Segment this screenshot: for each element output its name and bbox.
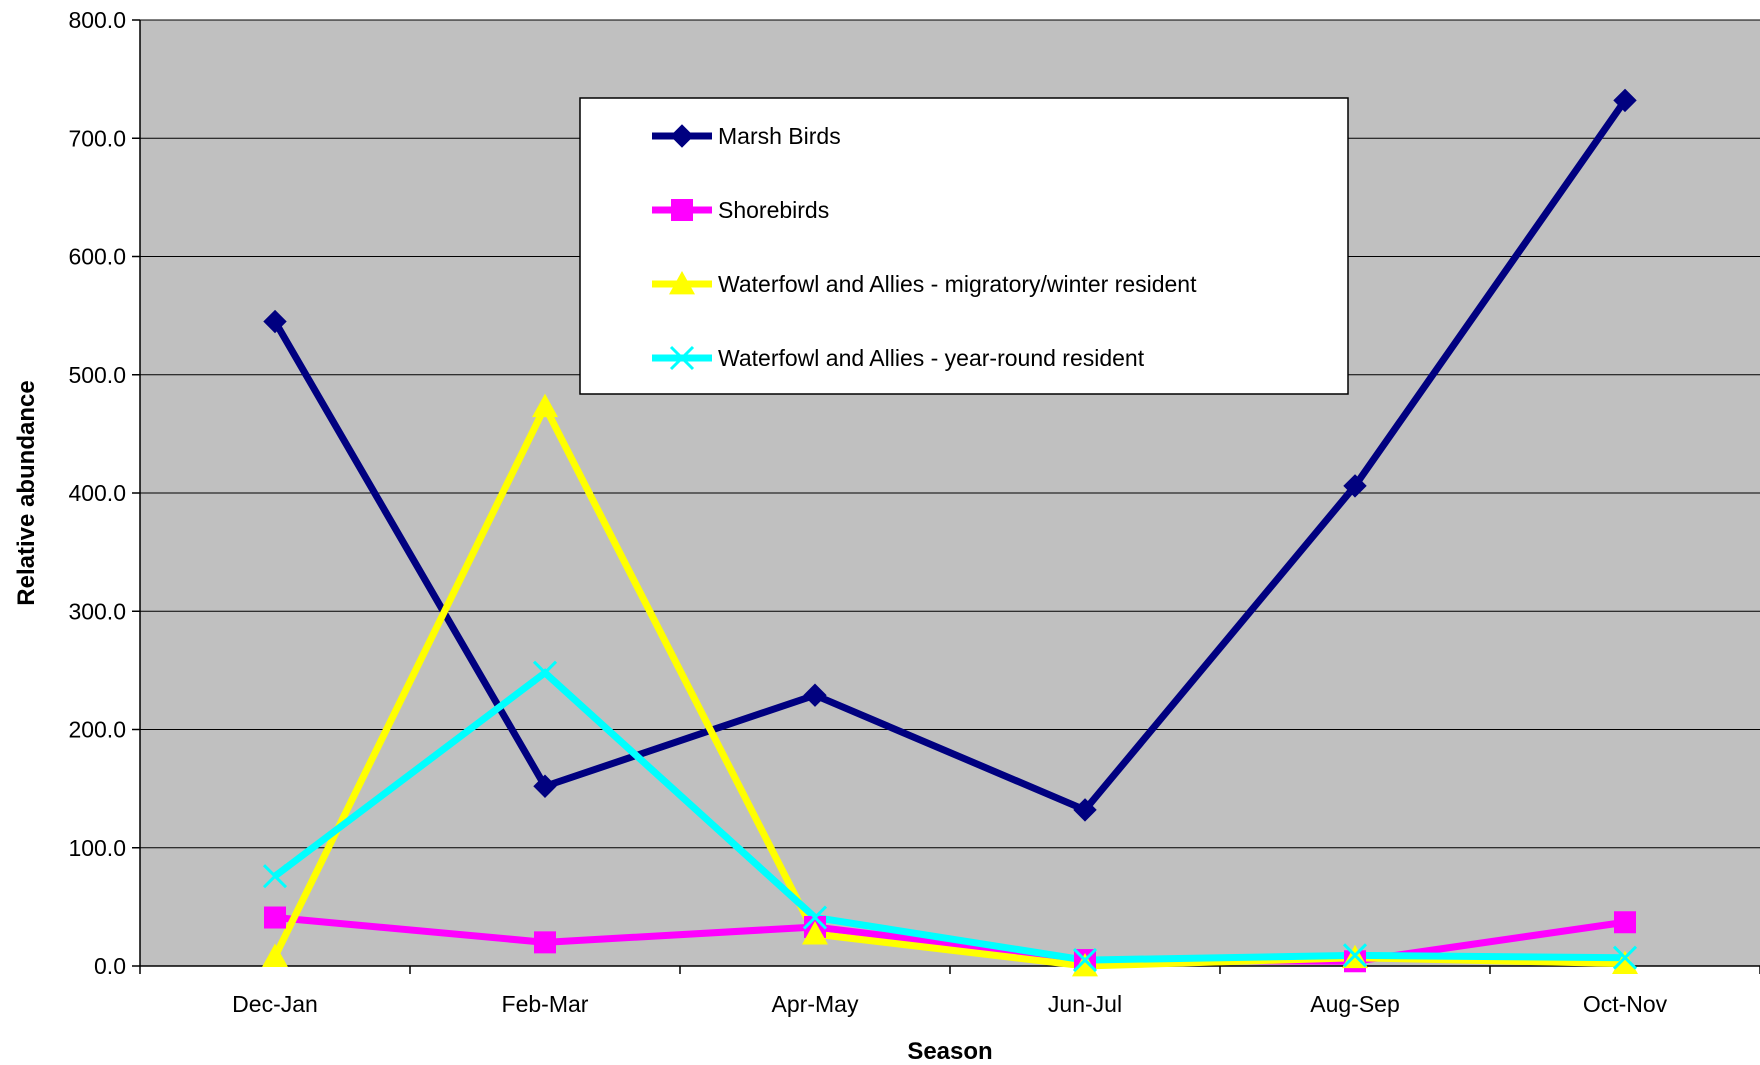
data-point-4-2-stroke bbox=[532, 660, 558, 685]
legend-swatch-marker bbox=[669, 345, 695, 371]
data-point-4-4 bbox=[1072, 948, 1098, 973]
x-tick-label: Feb-Mar bbox=[502, 991, 589, 1017]
y-tick-label: 100.0 bbox=[68, 835, 126, 861]
y-tick-labels: 0.0 100.0 200.0 300.0 400.0 500.0 600.0 700.0 80… bbox=[68, 7, 126, 979]
data-point-3-2 bbox=[532, 393, 558, 418]
x-tick-label: Aug-Sep bbox=[1310, 991, 1400, 1017]
data-point-4-1 bbox=[262, 864, 288, 889]
legend-box bbox=[579, 97, 1349, 395]
data-point-1-3 bbox=[803, 683, 827, 707]
legend-swatch-marker-stroke bbox=[669, 345, 695, 371]
axes bbox=[132, 19, 1760, 974]
legend-items: Marsh Birds Shorebirds Waterfowl and Allie… bbox=[652, 123, 1197, 371]
legend: Marsh Birds Shorebirds Waterfowl and Allie… bbox=[579, 97, 1349, 395]
data-point-4-2 bbox=[532, 660, 558, 685]
data-point-4-3-stroke bbox=[802, 905, 828, 930]
data-point-4-6 bbox=[1612, 945, 1638, 970]
legend-label: Marsh Birds bbox=[718, 123, 841, 149]
data-point-1-4 bbox=[1073, 798, 1097, 822]
legend-item-1: Marsh Birds bbox=[652, 123, 841, 149]
x-tick-label: Jun-Jul bbox=[1048, 991, 1122, 1017]
x-tick-label: Apr-May bbox=[772, 991, 859, 1017]
data-point-4-6-stroke bbox=[1612, 945, 1638, 970]
data-point-1-1 bbox=[263, 309, 287, 334]
data-point-2-6 bbox=[1614, 911, 1636, 934]
x-tick-labels: Dec-Jan Feb-Mar Apr-May Jun-Jul Aug-Sep Oct-N… bbox=[232, 991, 1667, 1017]
y-tick-label: 800.0 bbox=[68, 7, 126, 33]
data-point-1-6 bbox=[1613, 88, 1637, 113]
x-tick-label: Dec-Jan bbox=[232, 991, 318, 1017]
legend-swatch-marker bbox=[670, 124, 694, 148]
y-tick-label: 600.0 bbox=[68, 244, 126, 270]
y-tick-label: 300.0 bbox=[68, 598, 126, 624]
data-point-4-1-stroke bbox=[262, 864, 288, 889]
y-axis-title: Relative abundance bbox=[13, 380, 40, 605]
series-line-4 bbox=[272, 668, 1626, 964]
data-point-1-5 bbox=[1343, 474, 1367, 498]
data-point-3-1 bbox=[262, 943, 288, 967]
legend-item-4: Waterfowl and Allies - year-round reside… bbox=[652, 345, 1145, 371]
legend-label: Shorebirds bbox=[718, 197, 829, 223]
legend-label: Waterfowl and Allies - migratory/winter … bbox=[718, 271, 1197, 297]
y-tick-label: 0.0 bbox=[94, 953, 126, 979]
data-point-3-4 bbox=[1072, 953, 1098, 977]
series-lines bbox=[271, 98, 1628, 970]
legend-swatch-marker bbox=[671, 199, 693, 221]
series-markers bbox=[262, 88, 1638, 977]
y-tick-label: 500.0 bbox=[68, 362, 126, 388]
legend-item-3: Waterfowl and Allies - migratory/winter … bbox=[652, 271, 1197, 297]
legend-item-2: Shorebirds bbox=[652, 197, 829, 223]
y-tick-label: 700.0 bbox=[68, 125, 126, 151]
y-tick-label: 400.0 bbox=[68, 480, 126, 506]
data-point-3-3 bbox=[802, 921, 828, 945]
data-point-4-5-stroke bbox=[1342, 943, 1368, 968]
x-axis-title: Season bbox=[907, 1038, 992, 1065]
y-tick-label: 200.0 bbox=[68, 717, 126, 743]
data-point-1-2 bbox=[533, 774, 557, 798]
data-point-4-5 bbox=[1342, 943, 1368, 968]
legend-swatch-marker bbox=[669, 271, 695, 295]
x-tick-label: Oct-Nov bbox=[1583, 991, 1668, 1017]
data-point-4-3 bbox=[802, 905, 828, 930]
data-point-2-1 bbox=[264, 906, 286, 929]
data-point-4-4-stroke bbox=[1072, 948, 1098, 973]
data-point-3-6 bbox=[1612, 950, 1638, 975]
data-point-2-2 bbox=[534, 931, 556, 954]
legend-label: Waterfowl and Allies - year-round reside… bbox=[718, 345, 1145, 371]
